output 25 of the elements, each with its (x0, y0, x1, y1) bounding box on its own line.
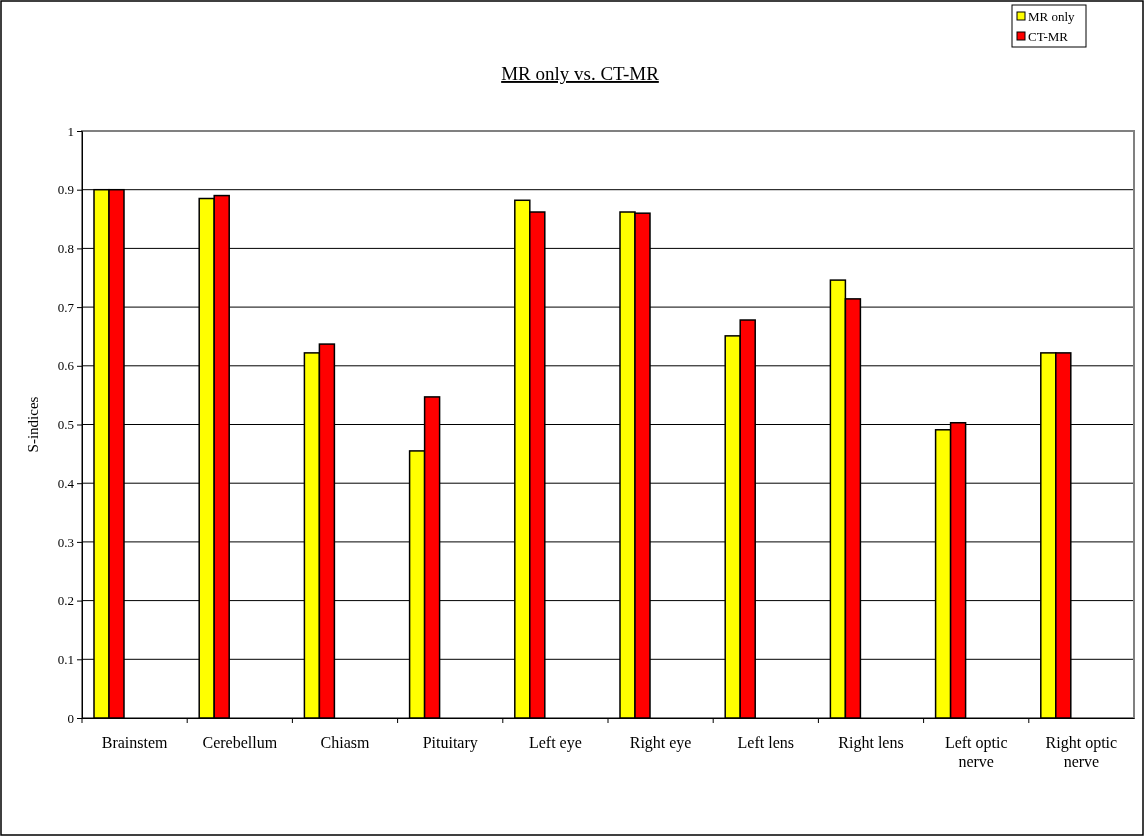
legend-label: CT-MR (1028, 29, 1069, 44)
y-tick-label: 0.3 (57, 534, 74, 550)
chart-title: MR only vs. CT-MR (501, 63, 660, 84)
y-tick-label: 1 (67, 123, 74, 139)
y-axis-title: S-indices (25, 396, 41, 453)
x-tick-label: Chiasm (320, 734, 370, 751)
x-tick-label: Left eye (528, 734, 582, 752)
y-tick-label: 0.6 (57, 358, 75, 374)
x-tick-label: Brainstem (101, 734, 169, 751)
y-tick-label: 0.4 (57, 475, 75, 491)
y-tick-label: 0.9 (57, 182, 74, 198)
y-tick-label: 0.1 (57, 651, 74, 667)
y-tick-label: 0.5 (57, 417, 74, 433)
y-tick-label: 0.2 (57, 593, 74, 609)
x-tick-label: Pituitary (422, 734, 478, 752)
x-tick-label: Right eye (629, 734, 692, 752)
x-tick-label: Left optic nerve (944, 734, 1008, 770)
y-tick-label: 0.8 (57, 241, 74, 257)
x-tick-label: Right lens (838, 734, 904, 752)
y-tick-label: 0 (67, 710, 74, 726)
y-tick-label: 0.7 (57, 299, 75, 315)
x-tick-label: Right optic nerve (1045, 734, 1118, 770)
x-tick-label: Left lens (737, 734, 795, 751)
x-tick-label: Cerebellum (202, 734, 278, 751)
legend-label: MR only (1028, 9, 1076, 24)
